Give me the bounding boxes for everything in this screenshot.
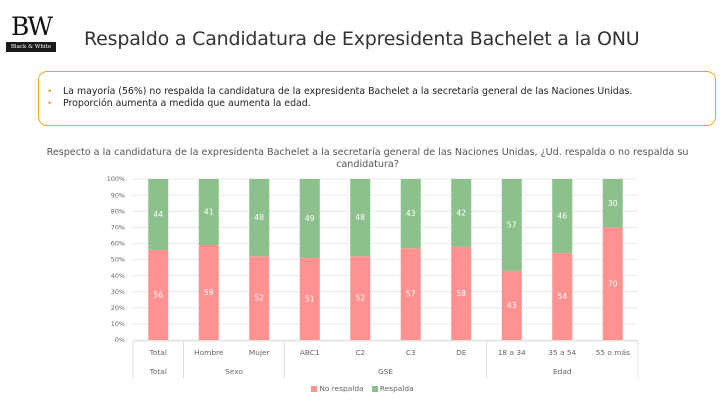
bar-respalda bbox=[501, 179, 522, 271]
category-label: Hombre bbox=[194, 348, 224, 357]
logo-main-text: BW bbox=[10, 12, 53, 41]
category-label: 18 a 34 bbox=[498, 348, 526, 357]
bullet-icon: • bbox=[47, 87, 53, 97]
bar-respalda bbox=[350, 179, 371, 257]
data-label: 43 bbox=[507, 301, 517, 310]
data-label: 52 bbox=[355, 294, 365, 303]
data-label: 70 bbox=[608, 279, 618, 288]
category-label: 35 a 54 bbox=[548, 348, 576, 357]
bar-respalda bbox=[451, 179, 472, 247]
category-label: DE bbox=[456, 348, 467, 357]
y-tick-label: 50% bbox=[111, 256, 125, 264]
logo-sub-text: Black & White bbox=[6, 42, 56, 52]
group-label: Sexo bbox=[225, 367, 243, 376]
bar-respalda bbox=[148, 179, 169, 250]
data-label: 48 bbox=[254, 213, 264, 222]
bullet-icon: • bbox=[47, 99, 53, 109]
category-label: ABC1 bbox=[300, 348, 320, 357]
bar-respalda bbox=[552, 179, 573, 254]
group-label: GSE bbox=[378, 367, 393, 376]
data-label: 49 bbox=[305, 214, 315, 223]
data-label: 57 bbox=[507, 220, 517, 229]
page-title: Respaldo a Candidatura de Expresidenta B… bbox=[84, 28, 640, 50]
data-label: 52 bbox=[254, 294, 264, 303]
key-findings-callout: • La mayoría (56%) no respalda la candida… bbox=[38, 71, 716, 126]
data-label: 59 bbox=[204, 288, 214, 297]
data-label: 42 bbox=[456, 208, 466, 217]
data-label: 54 bbox=[557, 292, 567, 301]
y-tick-label: 80% bbox=[111, 207, 125, 215]
data-label: 48 bbox=[355, 213, 365, 222]
data-label: 30 bbox=[608, 199, 618, 208]
category-label: Total bbox=[149, 348, 167, 357]
y-tick-label: 60% bbox=[111, 240, 125, 248]
group-label: Total bbox=[149, 367, 167, 376]
bar-no-respalda bbox=[148, 249, 169, 340]
bar-no-respalda bbox=[602, 227, 623, 340]
legend: No respalda Respalda bbox=[0, 384, 725, 393]
finding-text: La mayoría (56%) no respalda la candidat… bbox=[63, 86, 633, 97]
bars: 56 44 59 41 52 48 51 49 52 48 57 43 58 42 43 57 54 46 70 30 bbox=[148, 179, 623, 340]
findings-list: • La mayoría (56%) no respalda la candida… bbox=[47, 86, 633, 110]
data-label: 56 bbox=[153, 291, 163, 300]
data-label: 46 bbox=[557, 212, 567, 221]
data-label: 57 bbox=[406, 290, 416, 299]
bar-no-respalda bbox=[299, 257, 320, 340]
category-label: C2 bbox=[355, 348, 365, 357]
bar-respalda bbox=[249, 179, 270, 257]
bar-no-respalda bbox=[249, 256, 270, 340]
bar-respalda bbox=[299, 179, 320, 258]
brand-logo: BW Black & White bbox=[6, 13, 56, 55]
chart-title: Respecto a la candidatura de la expresid… bbox=[46, 147, 689, 170]
bar-no-respalda bbox=[350, 256, 371, 340]
category-label: Mujer bbox=[249, 348, 271, 357]
legend-item-respalda: Respalda bbox=[371, 384, 414, 393]
legend-item-no-respalda: No respalda bbox=[311, 384, 364, 393]
finding-text: Proporción aumenta a medida que aumenta … bbox=[63, 98, 311, 109]
bar-respalda bbox=[400, 179, 421, 249]
bar-respalda bbox=[602, 179, 623, 228]
data-label: 44 bbox=[153, 210, 163, 219]
legend-label: Respalda bbox=[379, 384, 414, 393]
y-tick-label: 100% bbox=[107, 175, 125, 183]
data-label: 58 bbox=[456, 289, 466, 298]
bar-no-respalda bbox=[552, 253, 573, 340]
y-tick-label: 30% bbox=[111, 288, 125, 296]
finding-item: • La mayoría (56%) no respalda la candida… bbox=[47, 86, 633, 98]
data-label: 51 bbox=[305, 295, 315, 304]
y-tick-label: 20% bbox=[111, 304, 125, 312]
data-label: 43 bbox=[406, 209, 416, 218]
legend-label: No respalda bbox=[319, 384, 364, 393]
y-tick-label: 40% bbox=[111, 272, 125, 280]
finding-item: • Proporción aumenta a medida que aumenta… bbox=[47, 98, 632, 110]
y-tick-label: 10% bbox=[111, 320, 125, 328]
x-axis: Total Hombre Mujer ABC1 C2 C3 DE 18 a 34 35 a 54… bbox=[132, 340, 639, 378]
bar-respalda bbox=[198, 179, 219, 246]
bar-no-respalda bbox=[198, 245, 219, 340]
bar-no-respalda bbox=[451, 246, 472, 340]
bar-no-respalda bbox=[400, 248, 421, 340]
y-tick-label: 70% bbox=[111, 224, 125, 232]
category-label: 55 o más bbox=[596, 348, 630, 357]
legend-swatch-no-respalda bbox=[311, 385, 318, 392]
category-label: C3 bbox=[406, 348, 416, 357]
y-tick-label: 0% bbox=[115, 336, 125, 344]
legend-swatch-respalda bbox=[371, 385, 378, 392]
y-tick-label: 90% bbox=[111, 191, 125, 199]
bar-no-respalda bbox=[501, 270, 522, 340]
data-label: 41 bbox=[204, 208, 214, 217]
group-label: Edad bbox=[553, 367, 572, 376]
y-axis: 0% 10% 20% 30% 40% 50% 60% 70% 80% 90% 100% bbox=[107, 175, 125, 344]
